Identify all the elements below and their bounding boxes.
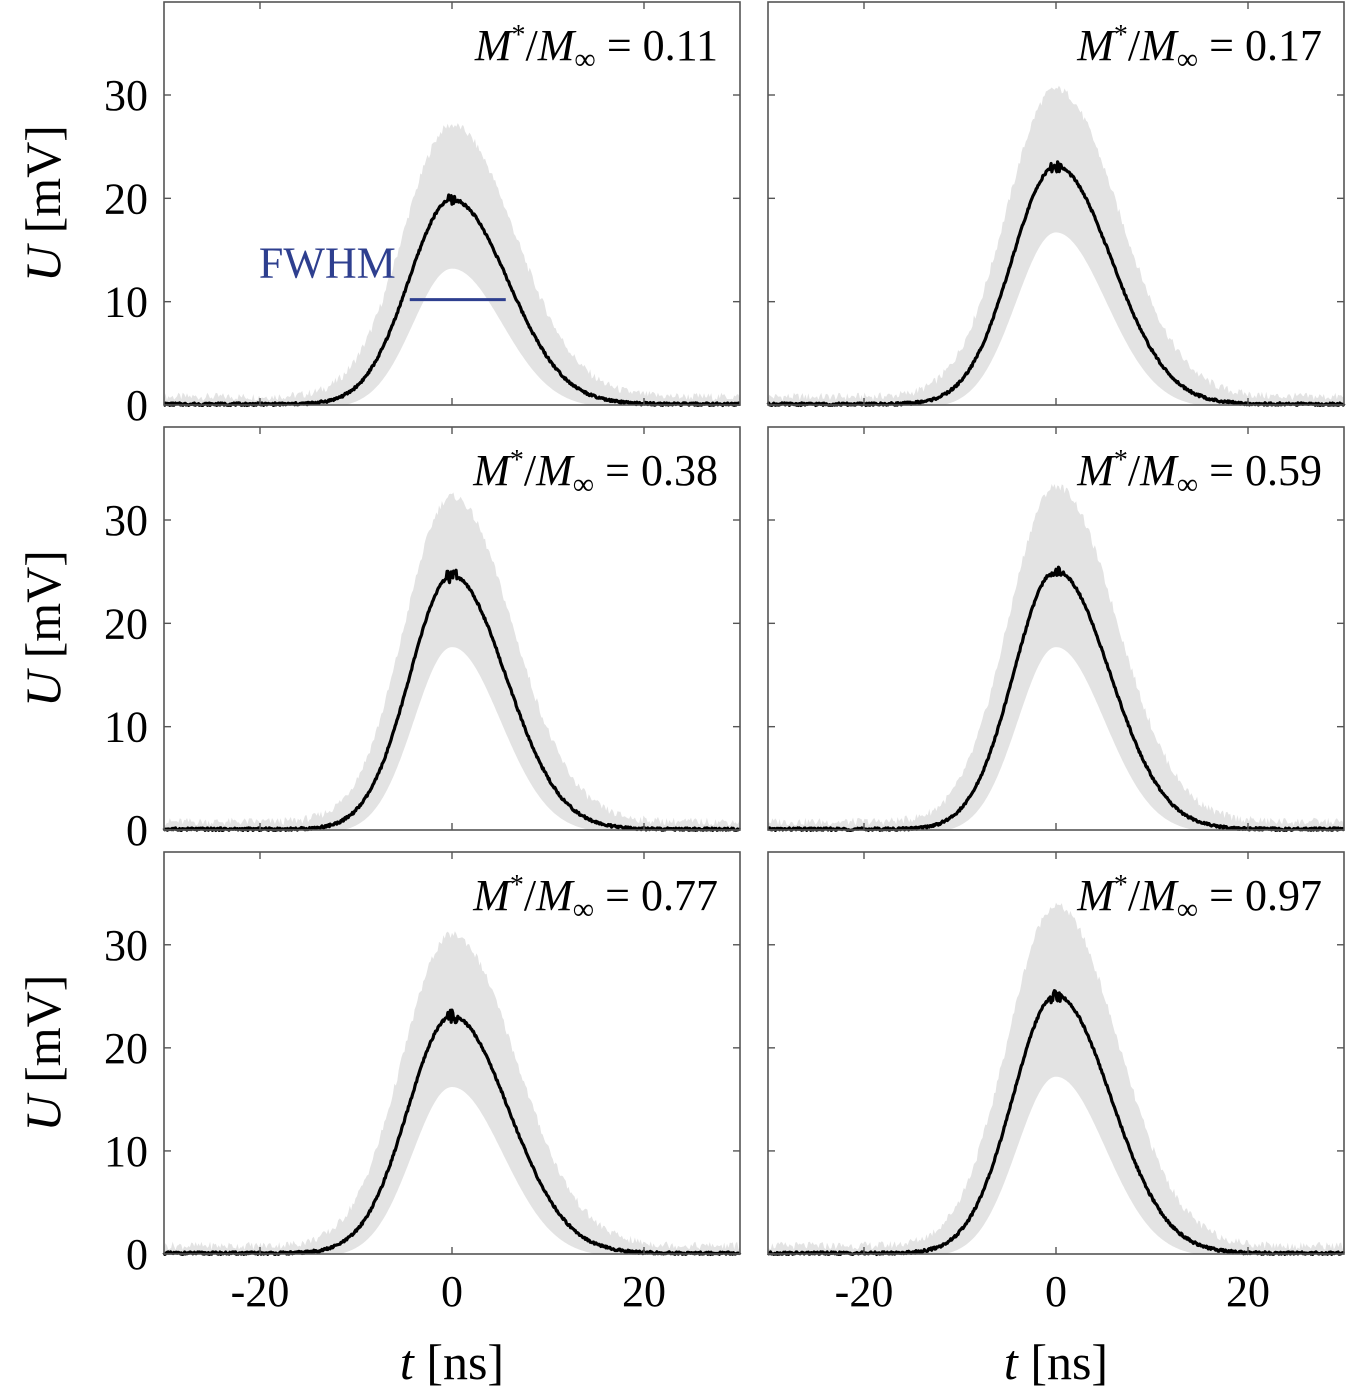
std-band — [768, 902, 1344, 1254]
panel-middle-right: M*/M∞ = 0.59 — [767, 426, 1345, 832]
panel-top-right: M*/M∞ = 0.17 — [766, 1, 1346, 407]
ratio-annotation: M*/M∞ = 0.38 — [472, 445, 718, 501]
x-tick-label: -20 — [231, 1267, 290, 1316]
y-tick-label: 10 — [104, 703, 148, 752]
y-tick-label: 0 — [126, 381, 148, 430]
std-band — [164, 123, 740, 405]
x-tick-label: 20 — [622, 1267, 666, 1316]
y-tick-label: 20 — [104, 599, 148, 648]
y-axis-label: U [mV] — [15, 550, 71, 707]
ratio-annotation: M*/M∞ = 0.17 — [1076, 20, 1322, 76]
ratio-annotation: M*/M∞ = 0.97 — [1076, 870, 1322, 926]
panel-middle-left: 0 10 20 30 M*/M∞ = 0.38 U [mV] — [15, 426, 741, 855]
std-band — [768, 85, 1344, 405]
x-tick-label: 20 — [1226, 1267, 1270, 1316]
y-axis-label: U [mV] — [15, 125, 71, 282]
panel-bottom-right: -20 0 20 M*/M∞ = 0.97 t [ns] — [767, 851, 1346, 1390]
y-tick-label: 10 — [104, 1127, 148, 1176]
x-tick-label: 0 — [1045, 1267, 1067, 1316]
std-band — [164, 492, 740, 830]
panel-top-left: 0 10 20 30 M*/M∞ = 0.11 U [mV] FWHM — [15, 1, 741, 430]
ratio-annotation: M*/M∞ = 0.77 — [472, 870, 718, 926]
ratio-annotation: M*/M∞ = 0.11 — [474, 20, 718, 76]
y-tick-label: 20 — [104, 174, 148, 223]
y-tick-label: 30 — [104, 921, 148, 970]
fwhm-label: FWHM — [259, 239, 396, 288]
std-band — [164, 931, 740, 1254]
std-band — [768, 484, 1344, 830]
y-tick-label: 0 — [126, 1230, 148, 1279]
y-tick-label: 0 — [126, 806, 148, 855]
x-axis-label: t [ns] — [400, 1334, 504, 1390]
y-tick-label: 10 — [104, 278, 148, 327]
x-tick-label: -20 — [835, 1267, 894, 1316]
x-tick-label: 0 — [441, 1267, 463, 1316]
y-axis-label: U [mV] — [15, 975, 71, 1132]
y-tick-label: 30 — [104, 71, 148, 120]
x-axis-label: t [ns] — [1004, 1334, 1108, 1390]
y-tick-label: 30 — [104, 496, 148, 545]
panel-bottom-left: 0 10 20 30 -20 0 20 M*/M∞ = 0.77 U [mV] t [ns] — [15, 851, 742, 1390]
ratio-annotation: M*/M∞ = 0.59 — [1076, 445, 1322, 501]
y-tick-label: 20 — [104, 1024, 148, 1073]
